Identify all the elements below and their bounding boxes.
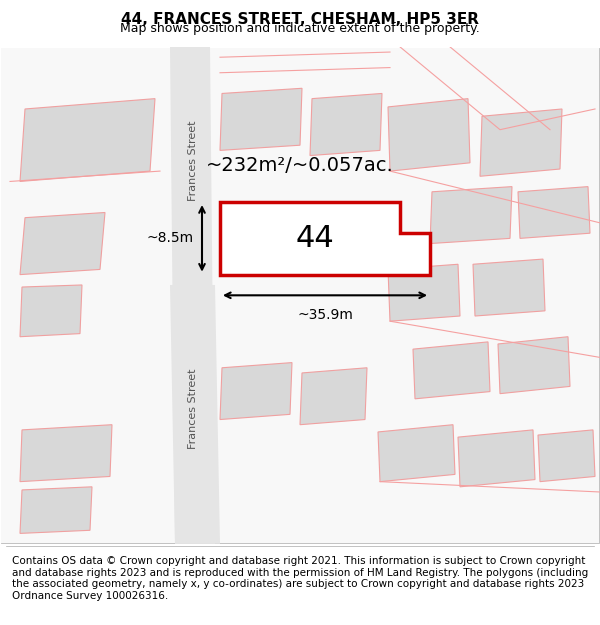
Polygon shape [20, 487, 92, 533]
Polygon shape [473, 259, 545, 316]
Polygon shape [378, 425, 455, 482]
Polygon shape [498, 337, 570, 394]
Text: Frances Street: Frances Street [188, 369, 198, 449]
Text: 44: 44 [296, 224, 334, 253]
Polygon shape [310, 94, 382, 156]
Text: Map shows position and indicative extent of the property.: Map shows position and indicative extent… [120, 22, 480, 35]
Polygon shape [458, 430, 535, 487]
Polygon shape [300, 368, 367, 425]
Text: Contains OS data © Crown copyright and database right 2021. This information is : Contains OS data © Crown copyright and d… [12, 556, 588, 601]
Polygon shape [430, 187, 512, 244]
Polygon shape [480, 109, 562, 176]
Polygon shape [220, 362, 292, 419]
Text: ~232m²/~0.057ac.: ~232m²/~0.057ac. [206, 156, 394, 176]
Polygon shape [20, 213, 105, 274]
Text: Frances Street: Frances Street [188, 121, 198, 201]
Polygon shape [388, 99, 470, 171]
Text: ~35.9m: ~35.9m [297, 308, 353, 322]
Polygon shape [220, 88, 302, 151]
Polygon shape [170, 47, 215, 544]
Polygon shape [220, 202, 430, 274]
Polygon shape [538, 430, 595, 482]
Polygon shape [20, 285, 82, 337]
Polygon shape [388, 264, 460, 321]
Polygon shape [20, 99, 155, 181]
Polygon shape [170, 285, 220, 544]
Text: 44, FRANCES STREET, CHESHAM, HP5 3ER: 44, FRANCES STREET, CHESHAM, HP5 3ER [121, 12, 479, 27]
Polygon shape [518, 187, 590, 238]
Polygon shape [413, 342, 490, 399]
Polygon shape [20, 425, 112, 482]
Text: ~8.5m: ~8.5m [147, 231, 194, 246]
